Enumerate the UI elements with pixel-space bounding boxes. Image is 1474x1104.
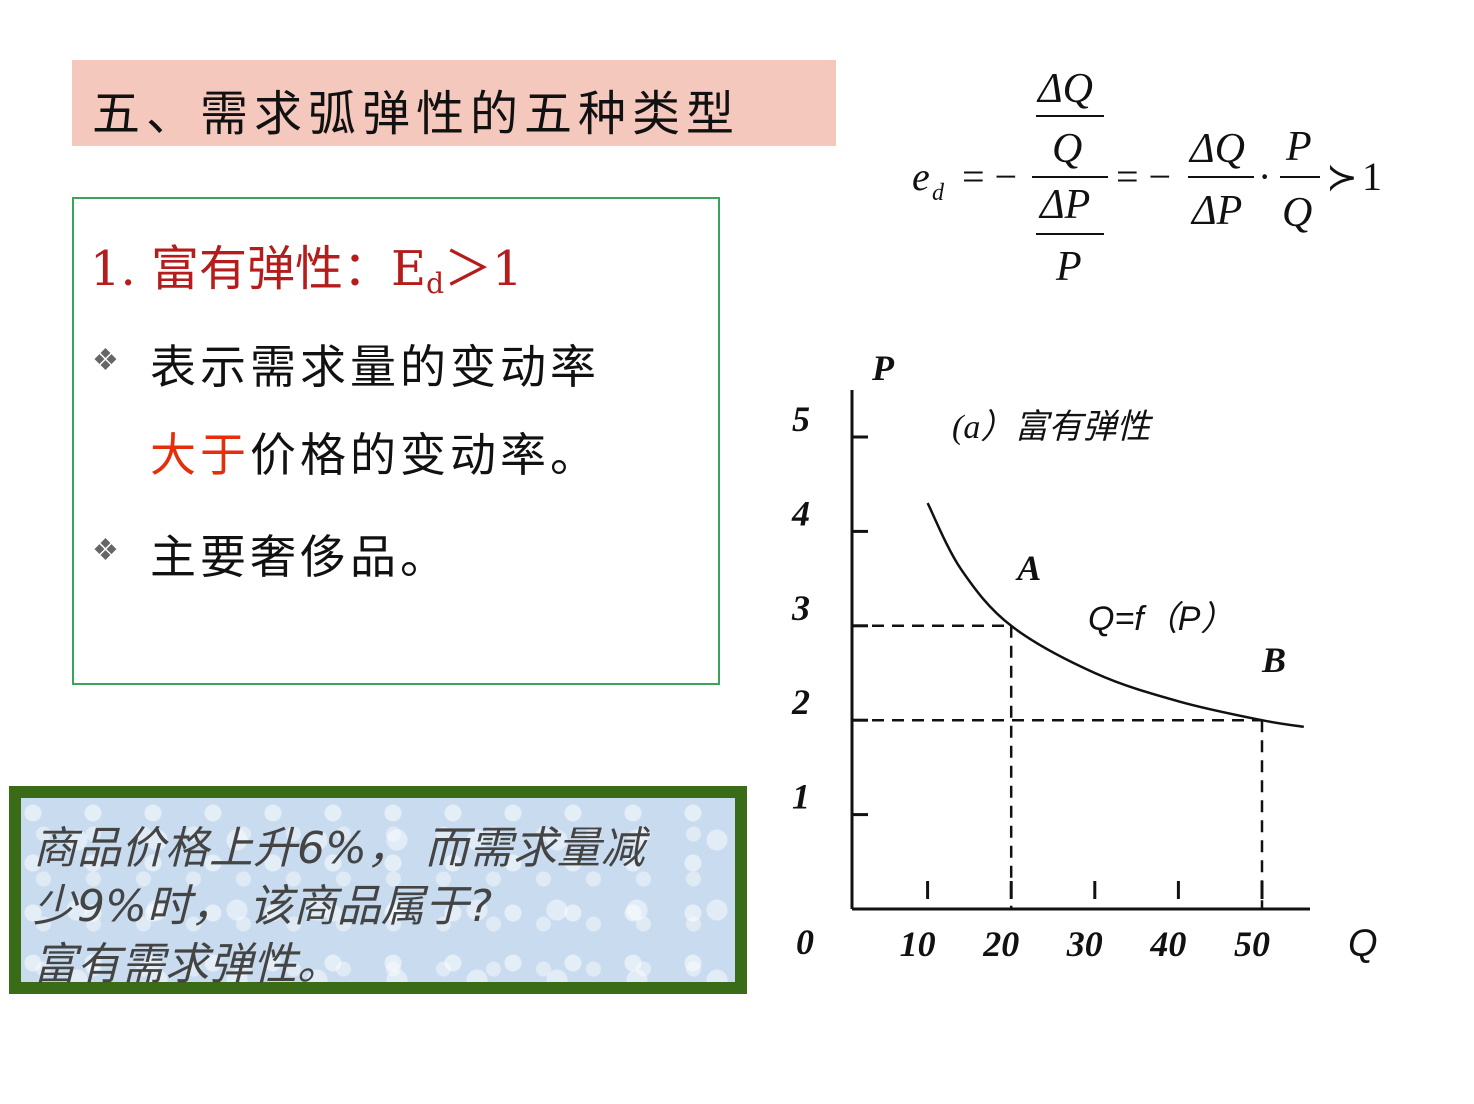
bullet1-highlight: 大于 — [150, 428, 250, 482]
y-tick-label: 2 — [791, 682, 810, 722]
formula-dQ-top: ΔQ — [1036, 66, 1093, 112]
x-tick-label: 20 — [982, 924, 1019, 964]
heading-subscript: d — [426, 267, 445, 300]
y-tick-label: 5 — [792, 399, 810, 439]
bullet1-line1: 表示需求量的变动率 — [150, 340, 600, 394]
formula-succ: ≻ — [1326, 157, 1358, 199]
heading-main: 1. 富有弹性：E — [90, 241, 427, 297]
x-tick-label: 40 — [1149, 924, 1186, 964]
x-ticks: 10 20 30 40 50 — [900, 881, 1270, 964]
y-axis-label: P — [871, 348, 895, 388]
note-line-2: 少9%时， 该商品属于? — [33, 881, 493, 932]
y-tick-label: 1 — [792, 777, 810, 817]
origin-label: 0 — [796, 922, 814, 962]
formula-lhs-sub: d — [932, 180, 945, 206]
bullet1-line2: 大于价格的变动率。 — [150, 419, 600, 485]
y-tick-label: 3 — [791, 588, 810, 628]
y-tick-label: 4 — [791, 493, 810, 533]
point-label-a: A — [1015, 548, 1041, 588]
formula-Q-3: Q — [1282, 190, 1312, 236]
note-line-1: 商品价格上升6%， 而需求量减 — [33, 823, 645, 874]
curve-label: Q=f（P） — [1088, 600, 1234, 638]
formula-eq2: = − — [1116, 154, 1171, 199]
heading-tail: ＞1 — [444, 241, 523, 297]
question-note-box: 商品价格上升6%， 而需求量减 少9%时， 该商品属于? 富有需求弹性。 — [9, 786, 747, 994]
y-ticks: 1 2 3 4 5 — [791, 399, 868, 817]
note-line-3: 富有需求弹性。 — [33, 939, 341, 990]
content-box: 1. 富有弹性：Ed＞1 ❖ 表示需求量的变动率 大于价格的变动率。 ❖ 主要奢… — [72, 197, 720, 685]
note-textured-panel: 商品价格上升6%， 而需求量减 少9%时， 该商品属于? 富有需求弹性。 — [21, 798, 735, 990]
page-title: 五、需求弧弹性的五种类型 — [92, 86, 741, 142]
formula-dP-bottom: ΔP — [1038, 182, 1090, 228]
x-axis-label: Q — [1348, 923, 1378, 965]
bullet-diamond-icon: ❖ — [92, 533, 119, 568]
formula-eq1: = − — [962, 154, 1017, 199]
x-tick-label: 10 — [900, 924, 936, 964]
formula-dP-2: ΔP — [1190, 188, 1242, 234]
formula-P-bottom: P — [1055, 244, 1082, 290]
bullet-diamond-icon: ❖ — [92, 343, 119, 378]
demand-curve — [926, 502, 1304, 729]
formula-one: 1 — [1362, 154, 1382, 199]
elastic-heading: 1. 富有弹性：Ed＞1 — [90, 229, 523, 300]
title-banner: 五、需求弧弹性的五种类型 — [72, 60, 836, 146]
guide-lines — [852, 624, 1264, 909]
formula-Q-top: Q — [1052, 126, 1082, 172]
bullet2-line: 主要奢侈品。 — [150, 530, 450, 584]
elasticity-formula: e d = − ΔQ Q ΔP P = − ΔQ ΔP · P Q ≻ 1 — [912, 66, 1382, 290]
chart-title: (a）富有弹性 — [952, 408, 1153, 446]
point-labels: AB — [1015, 548, 1286, 680]
bullet1-rest: 价格的变动率。 — [250, 428, 600, 482]
formula-P-3: P — [1285, 124, 1312, 170]
x-tick-label: 50 — [1234, 924, 1270, 964]
x-tick-label: 30 — [1066, 924, 1103, 964]
formula-dQ-2: ΔQ — [1188, 126, 1245, 172]
formula-dot: · — [1258, 154, 1271, 199]
formula-lhs: e — [912, 154, 930, 199]
point-label-b: B — [1261, 640, 1286, 680]
